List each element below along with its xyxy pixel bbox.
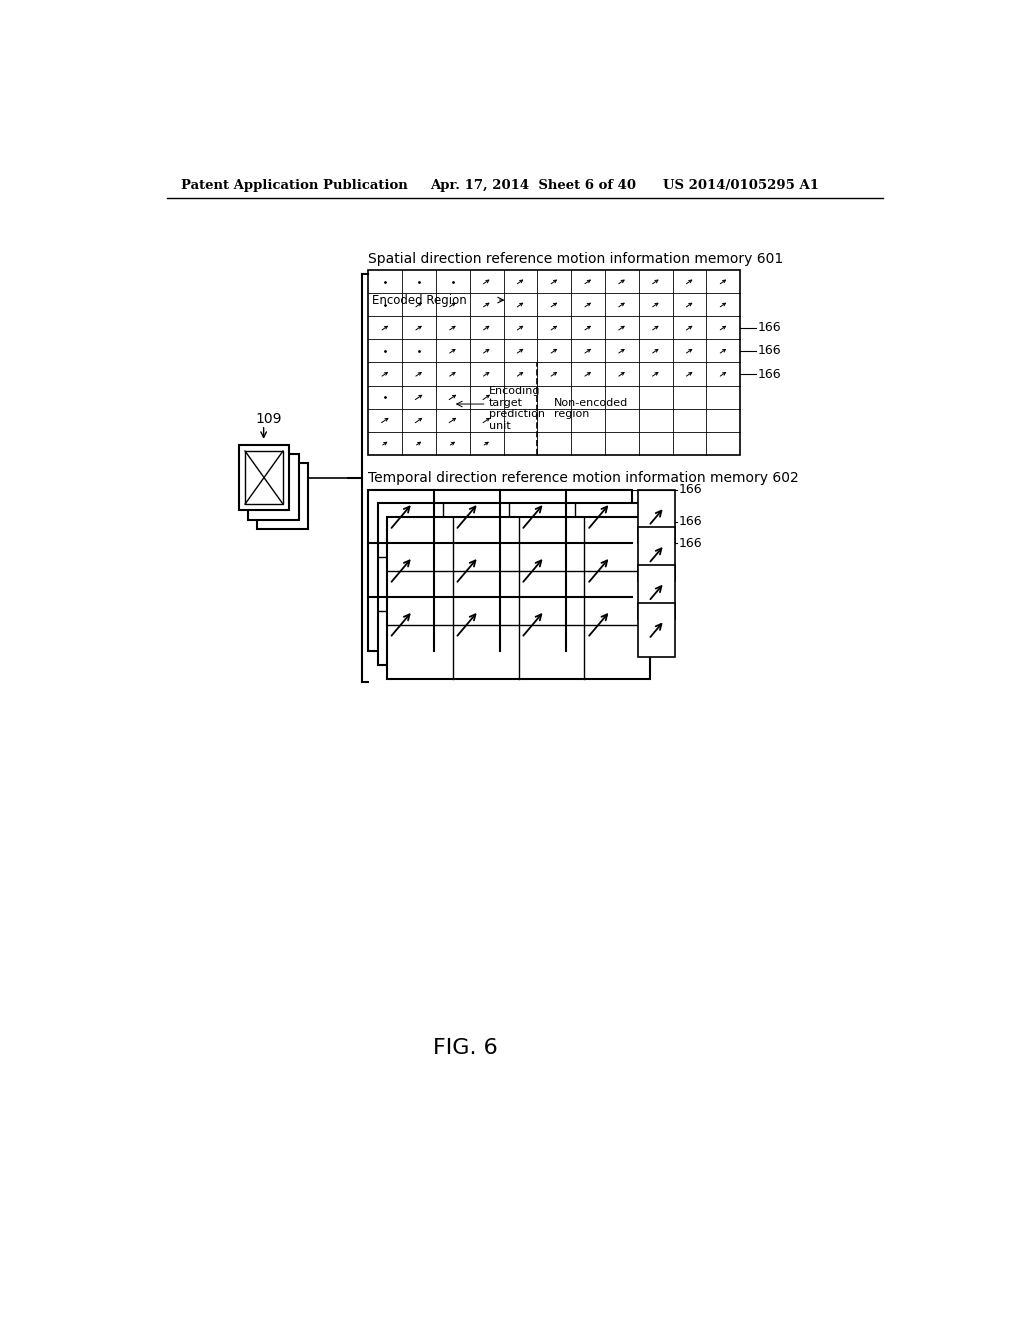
Text: 166: 166: [758, 345, 781, 358]
Text: 166: 166: [679, 483, 702, 496]
Text: Non-encoded
region: Non-encoded region: [554, 397, 629, 420]
Bar: [248, 454, 299, 520]
Text: Encoded Region: Encoded Region: [372, 293, 467, 306]
Text: Temporal direction reference motion information memory 602: Temporal direction reference motion info…: [369, 471, 799, 484]
Text: US 2014/0105295 A1: US 2014/0105295 A1: [663, 178, 819, 191]
Bar: [257, 463, 308, 529]
Text: 109: 109: [256, 412, 283, 425]
Bar: [638, 490, 675, 544]
Bar: [369, 490, 632, 651]
Text: Encoding
target
prediction
unit: Encoding target prediction unit: [488, 387, 545, 432]
Text: Spatial direction reference motion information memory 601: Spatial direction reference motion infor…: [369, 252, 783, 265]
Text: 166: 166: [758, 367, 781, 380]
Text: Patent Application Publication: Patent Application Publication: [180, 178, 408, 191]
Bar: [239, 445, 289, 511]
Bar: [369, 271, 740, 455]
Bar: [387, 517, 650, 678]
Text: Apr. 17, 2014  Sheet 6 of 40: Apr. 17, 2014 Sheet 6 of 40: [430, 178, 636, 191]
Text: 166: 166: [679, 515, 702, 528]
Text: 166: 166: [679, 537, 702, 550]
Bar: [638, 527, 675, 581]
Bar: [245, 451, 283, 504]
Text: 166: 166: [758, 321, 781, 334]
Bar: [638, 603, 675, 656]
Bar: [239, 445, 289, 511]
Bar: [248, 454, 299, 520]
Bar: [257, 463, 308, 529]
Text: FIG. 6: FIG. 6: [433, 1038, 498, 1057]
Bar: [638, 565, 675, 619]
Bar: [378, 503, 641, 665]
